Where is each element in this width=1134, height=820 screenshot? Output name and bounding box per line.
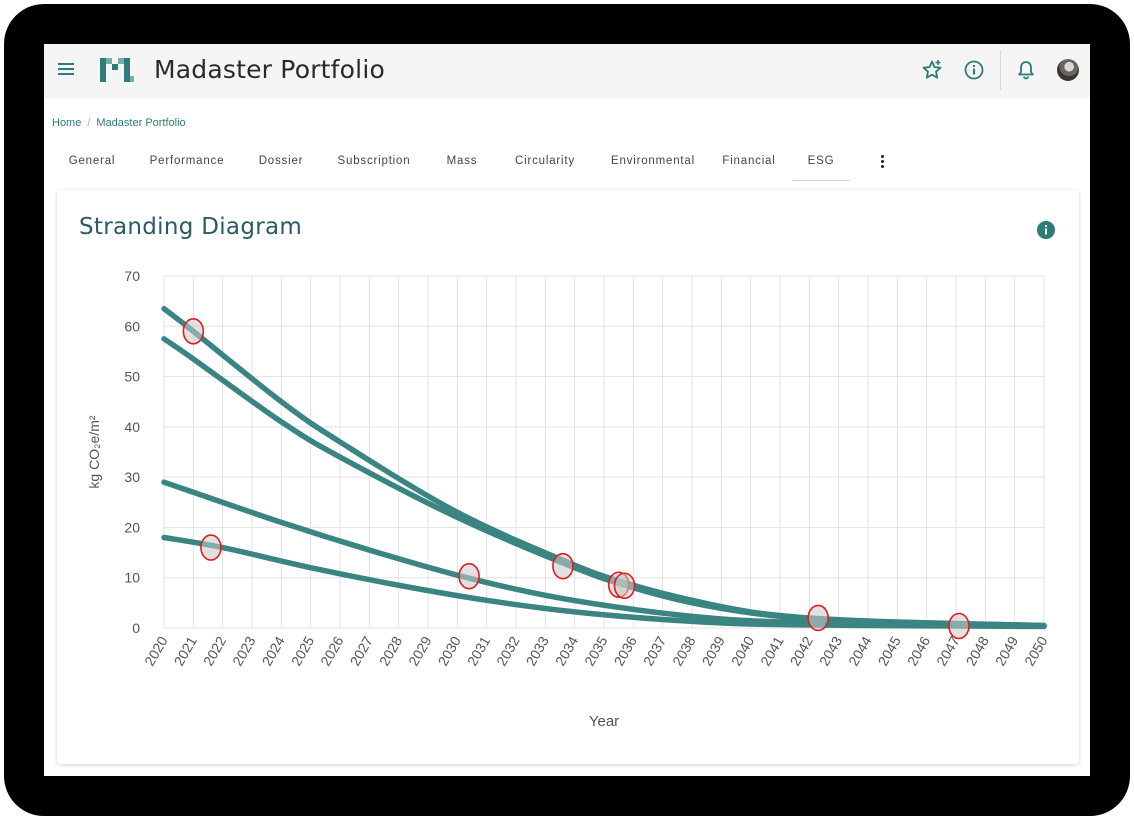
info-icon[interactable]	[962, 58, 986, 82]
x-tick-label: 2038	[669, 633, 699, 668]
x-tick-label: 2031	[464, 633, 494, 668]
tab-esg[interactable]: ESG	[792, 144, 850, 181]
x-tick-label: 2032	[493, 633, 523, 668]
x-tick-label: 2024	[258, 633, 288, 668]
menu-icon[interactable]	[56, 60, 76, 82]
breadcrumb-separator: /	[87, 117, 91, 129]
x-tick-label: 2046	[904, 633, 934, 668]
breadcrumb-current[interactable]: Madaster Portfolio	[96, 117, 186, 129]
more-options-icon[interactable]	[878, 154, 886, 172]
avatar[interactable]	[1057, 59, 1079, 81]
bell-icon[interactable]	[1014, 58, 1038, 82]
x-tick-label: 2042	[786, 633, 816, 668]
tab-circularity[interactable]: Circularity	[515, 155, 575, 167]
y-tick-label: 20	[124, 519, 140, 535]
app-window: Madaster Portfolio Home / Madaster Portfol…	[44, 44, 1090, 776]
y-axis-label: kg CO₂e/m²	[86, 415, 102, 488]
stranding-marker	[948, 612, 970, 640]
y-tick-label: 0	[132, 620, 140, 636]
stranding-marker	[182, 318, 205, 345]
x-tick-label: 2044	[845, 633, 875, 668]
tab-environmental[interactable]: Environmental	[611, 155, 695, 167]
x-tick-label: 2026	[317, 633, 347, 668]
x-tick-label: 2049	[992, 633, 1022, 668]
x-tick-label: 2030	[434, 633, 464, 668]
stranding-marker	[200, 534, 222, 561]
breadcrumb: Home / Madaster Portfolio	[52, 117, 186, 129]
card-info-icon[interactable]	[1036, 220, 1056, 240]
chart-series	[161, 305, 1047, 630]
series-line-4	[161, 534, 1047, 630]
x-tick-label: 2048	[962, 633, 992, 668]
x-axis-label: Year	[589, 713, 619, 730]
x-tick-label: 2022	[200, 633, 230, 668]
x-tick-label: 2039	[698, 633, 728, 668]
x-tick-label: 2025	[288, 633, 318, 668]
x-tick-label: 2029	[405, 633, 435, 668]
y-tick-label: 60	[124, 318, 140, 334]
star-icon[interactable]	[920, 58, 944, 82]
y-tick-label: 40	[124, 419, 140, 435]
x-tick-label: 2034	[552, 633, 582, 668]
x-tick-label: 2050	[1021, 633, 1051, 668]
tab-performance[interactable]: Performance	[149, 155, 225, 167]
x-tick-label: 2037	[640, 633, 670, 668]
x-tick-label: 2027	[346, 633, 376, 668]
stranding-marker	[458, 562, 480, 590]
stranding-marker	[613, 572, 636, 600]
x-tick-label: 2041	[757, 633, 787, 668]
y-tick-label: 10	[124, 570, 140, 586]
x-tick-label: 2023	[229, 633, 259, 668]
tab-mass[interactable]: Mass	[446, 155, 478, 167]
x-tick-label: 2028	[376, 633, 406, 668]
tab-financial[interactable]: Financial	[722, 155, 776, 167]
breadcrumb-home[interactable]: Home	[52, 117, 82, 129]
x-tick-label: 2045	[874, 633, 904, 668]
y-tick-label: 70	[124, 268, 140, 284]
tab-dossier[interactable]: Dossier	[258, 155, 304, 167]
madaster-logo[interactable]	[98, 54, 134, 86]
series-line-2	[161, 336, 1047, 629]
app-title: Madaster Portfolio	[154, 55, 385, 84]
x-axis-ticks: 2020 2021 2022 2023 2024 2025 2026 2027 2028 2029…	[141, 633, 1051, 668]
x-tick-label: 2040	[728, 633, 758, 668]
card-title: Stranding Diagram	[79, 214, 303, 240]
y-axis-ticks: 0 10 20 30 40 50 60 70	[124, 268, 140, 636]
stranding-marker	[552, 552, 574, 580]
top-app-bar: Madaster Portfolio	[44, 44, 1090, 98]
x-tick-label: 2021	[170, 633, 200, 668]
toolbar-divider	[1000, 50, 1001, 90]
x-tick-label: 2036	[610, 633, 640, 668]
y-tick-label: 50	[124, 369, 140, 385]
x-tick-label: 2033	[522, 633, 552, 668]
x-tick-label: 2035	[581, 633, 611, 668]
x-tick-label: 2043	[816, 633, 846, 668]
stranding-marker	[807, 604, 829, 632]
chart-markers	[182, 318, 970, 640]
y-tick-label: 30	[124, 469, 140, 485]
tab-subscription[interactable]: Subscription	[337, 155, 411, 167]
x-tick-label: 2020	[141, 633, 171, 668]
stranding-diagram-card: Stranding Diagram 0 10 20 30 40 50 60 70 2020 20…	[57, 190, 1079, 764]
tab-general[interactable]: General	[68, 155, 116, 167]
